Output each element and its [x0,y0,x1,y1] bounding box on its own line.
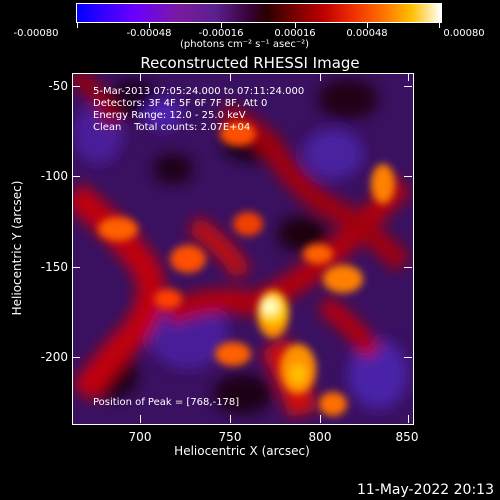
image-heatmap [73,74,413,424]
x-major-tick [230,73,231,81]
peak-position-text: Position of Peak = [768,-178] [93,397,240,408]
x-major-tick [320,73,321,81]
time-range-text: 5-Mar-2013 07:05:24.000 to 07:11:24.000 [93,86,305,97]
x-major-tick [408,73,409,81]
y-major-tick [404,176,412,177]
x-major-tick [140,415,141,423]
colorbar [76,3,442,23]
colorbar-tick [221,23,222,28]
x-tick-label: 800 [308,430,332,444]
energy-range-text: Energy Range: 12.0 - 25.0 keV [93,110,246,121]
y-major-tick [404,267,412,268]
y-major-tick [72,176,80,177]
colorbar-label: -0.00080 [13,28,59,39]
y-major-tick [404,357,412,358]
x-axis-label: Heliocentric X (arcsec) [174,444,310,458]
x-tick-label: 850 [395,430,419,444]
colorbar-tick [295,23,296,28]
colorbar-tick [367,23,368,28]
clean-counts-text: Clean Total counts: 2.07E+04 [93,122,251,133]
y-axis-label: Heliocentric Y (arcsec) [10,180,24,316]
x-tick-label: 700 [128,430,152,444]
x-tick-label: 750 [218,430,242,444]
y-tick-label: -50 [48,79,68,93]
x-major-tick [230,415,231,423]
plot-title: Reconstructed RHESSI Image [140,54,360,72]
rhessi-image: 5-Mar-2013 07:05:24.000 to 07:11:24.000 … [72,73,414,425]
colorbar-label: -0.00048 [126,28,172,39]
detectors-text: Detectors: 3F 4F 5F 6F 7F 8F, Att 0 [93,98,268,109]
y-tick-label: -150 [40,260,68,274]
colorbar-tick [77,23,78,28]
x-major-tick [140,73,141,81]
x-major-tick [408,415,409,423]
colorbar-units: (photons cm⁻² s⁻¹ asec⁻²) [180,39,310,50]
y-tick-label: -200 [40,350,68,364]
y-major-tick [72,267,80,268]
y-major-tick [72,86,80,87]
colorbar-label: -0.00016 [198,28,244,39]
y-tick-label: -100 [40,169,68,183]
y-major-tick [72,357,80,358]
x-major-tick [320,415,321,423]
colorbar-tick [149,23,150,28]
colorbar-label: 0.00048 [346,28,388,39]
y-major-tick [404,86,412,87]
colorbar-label: 0.00016 [274,28,316,39]
colorbar-label: 0.00080 [443,28,485,39]
colorbar-tick [439,23,440,28]
timestamp: 11-May-2022 20:13 [356,482,494,498]
